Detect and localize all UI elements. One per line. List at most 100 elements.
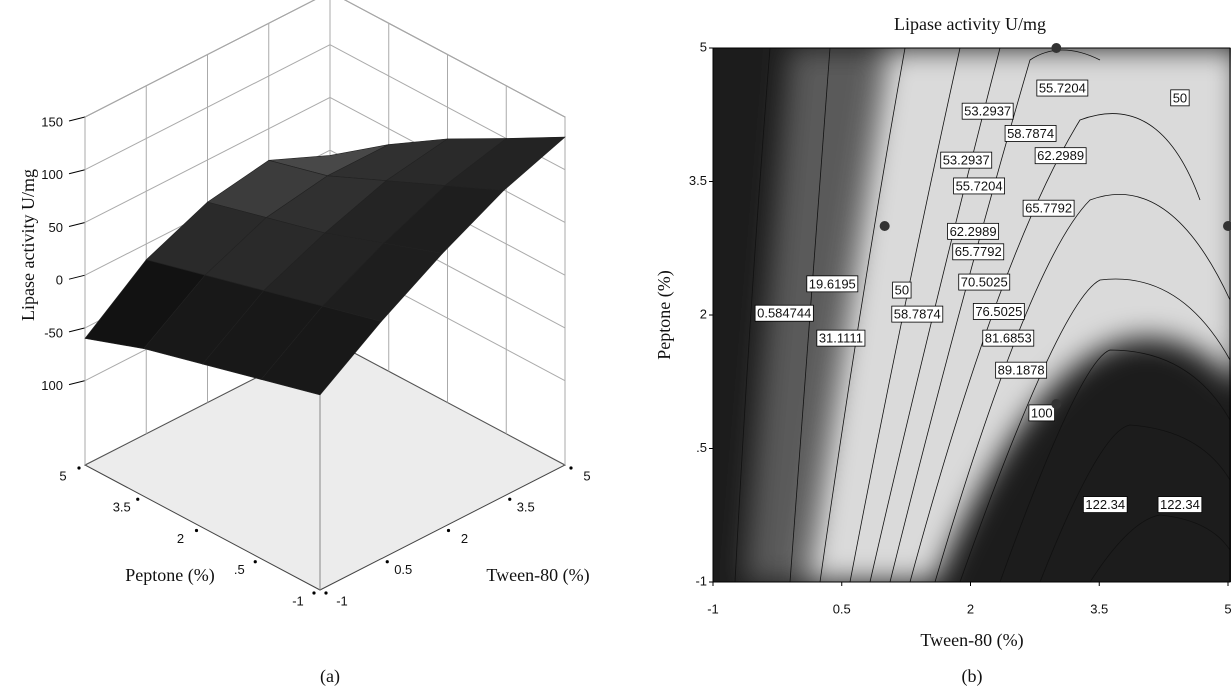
contour-label: 100 [1031,405,1053,420]
contour-label-box [958,273,1011,291]
contour-label: 76.5025 [975,304,1022,319]
contour-label-box [982,329,1035,347]
z-tick [68,274,86,280]
z-tick [68,116,86,122]
contour-label-box [972,303,1025,320]
y-tick-label: 2 [700,306,707,321]
contour-label: 53.2937 [943,153,990,168]
x-tick-label: 0.5 [833,601,851,616]
y-tick-label: 3.5 [113,500,131,515]
contour-label-box [940,151,993,169]
z-tick-label: 100 [41,167,63,182]
x-axis-label: Tween-80 (%) [920,630,1023,651]
contour-label-box [953,177,1005,195]
z-tick-label: 50 [49,220,63,235]
design-point [879,221,890,231]
x-axis-label: Tween-80 (%) [486,565,589,586]
z-tick [68,169,86,175]
x-tick-label: -1 [336,593,348,608]
x-tick-label: 3.5 [517,500,535,515]
y-tick [77,466,81,470]
z-tick-label: 150 [41,114,63,129]
caption: (b) [962,666,983,687]
y-tick [253,560,257,564]
y-tick-label: -1 [292,593,304,608]
y-tick-label: .5 [234,562,245,577]
x-tick [324,591,328,595]
y-tick-label: -1 [695,573,707,588]
z-tick-label: 0 [56,273,63,288]
contour-label: 31.1111 [819,331,863,346]
x-tick-label: 3.5 [1090,601,1108,616]
design-point [1051,43,1062,53]
contour-label: 81.6853 [985,331,1032,346]
y-tick-label: 2 [177,531,184,546]
contour-layer: -1 0.5 2 3.5 5 -1 .5 2 3.5 5 55.7204 50 53.2937 58.78… [689,39,1231,616]
z-axis-label: Lipase activity U/mg [18,169,38,321]
y-axis-label: Peptone (%) [125,565,214,586]
y-tick [194,528,199,533]
grid-line [84,0,566,118]
contour-label: 58.7874 [1007,126,1054,141]
contour-label: 55.7204 [956,178,1003,193]
contour-label-box [1034,147,1087,165]
contour-label-box [1004,125,1057,142]
z-tick [68,327,86,333]
y-tick-label: .5 [696,440,707,455]
y-tick-label: 5 [59,468,66,483]
x-tick [569,466,573,470]
contour-label-box [1022,199,1075,217]
contour-label: 65.7792 [955,244,1002,259]
contour-label: 122.34 [1160,497,1200,512]
y-tick-label: 3.5 [689,173,707,188]
caption: (a) [320,666,340,687]
x-tick-label: -1 [707,601,719,616]
z-tick [68,221,86,227]
contour-label-box [1170,89,1190,107]
x-tick [508,497,512,501]
x-tick-label: 2 [461,531,468,546]
y-axis-label: Peptone (%) [654,270,675,359]
contour-label-box [891,305,944,323]
contour-label-box [816,329,866,347]
contour-label: 89.1878 [998,363,1045,378]
contour-label: 50 [895,283,909,298]
chart-title: Lipase activity U/mg [894,14,1046,34]
contour-label: 53.2937 [964,104,1011,119]
contour-label-box [1157,496,1203,513]
contour-label: 19.6195 [809,276,856,291]
y-tick [136,497,140,501]
design-point [1223,221,1231,231]
contour-label-box [961,102,1014,120]
contour-label-box [1028,404,1055,422]
z-tick-label: 100 [41,378,63,393]
x-tick [385,560,389,564]
contour-label-box [1082,496,1128,513]
contour-label: 62.2989 [1037,148,1084,163]
contour-label: 0.584744 [757,306,811,321]
contour-label-box [952,243,1005,261]
z-tick [68,380,86,386]
contour-label: 70.5025 [961,275,1008,290]
contour-label-box [1036,79,1089,97]
contour-label-box [892,281,912,299]
x-tick-label: 2 [967,601,974,616]
contour-label: 122.34 [1085,497,1125,512]
contour-label: 62.2989 [950,224,997,239]
contour-label: 50 [1173,90,1187,105]
surface [84,136,566,396]
x-tick-label: 5 [1224,601,1231,616]
y-tick [312,591,316,595]
contour-label-box [754,304,814,322]
contour-label-box [947,222,999,240]
x-tick-label: 0.5 [394,562,412,577]
z-tick-label: -50 [44,325,63,340]
contour-label: 58.7874 [894,307,941,322]
design-point [1051,399,1062,409]
contour-label-box [806,275,859,293]
y-tick-label: 5 [700,39,707,54]
contour-label: 65.7792 [1025,201,1072,216]
x-tick [446,528,451,533]
